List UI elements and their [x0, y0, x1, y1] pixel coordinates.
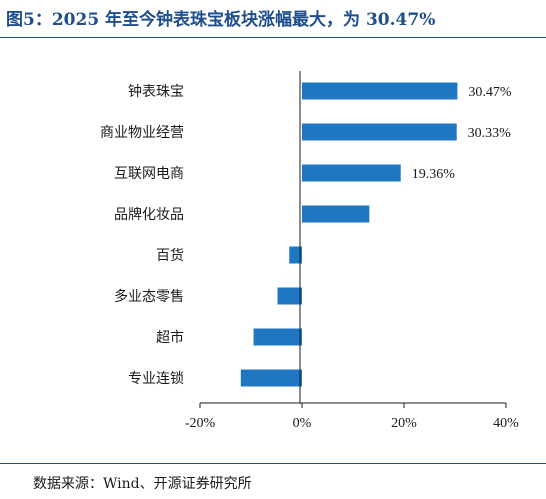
category-label: 百货 [156, 247, 184, 264]
x-tick-label: -20% [185, 416, 216, 431]
category-label: 商业物业经营 [100, 125, 184, 141]
data-label: 30.33% [468, 126, 512, 141]
bar-group [240, 82, 458, 387]
x-tick-label: 20% [391, 416, 417, 431]
bar [302, 164, 401, 182]
x-axis: -20% 0% 20% 40% [185, 71, 519, 431]
category-label: 超市 [156, 329, 184, 346]
title-divider [0, 37, 546, 38]
bar [302, 82, 458, 100]
source-divider [0, 463, 546, 464]
bar [302, 205, 370, 223]
bar [277, 287, 302, 305]
x-tick-label: 0% [293, 416, 312, 431]
category-label: 互联网电商 [114, 166, 184, 182]
figure-title: 图5：2025 年至今钟表珠宝板块涨幅最大，为 30.47% [6, 10, 436, 30]
category-label: 多业态零售 [114, 288, 184, 305]
data-label: 30.47% [468, 85, 512, 100]
source-note: 数据来源：Wind、开源证券研究所 [33, 476, 252, 492]
data-label-group: 30.47% 30.33% 19.36% [412, 85, 512, 182]
category-label: 专业连锁 [128, 371, 184, 387]
bar [240, 369, 302, 387]
bar [253, 328, 302, 346]
data-label: 19.36% [412, 167, 456, 182]
category-label: 品牌化妆品 [114, 206, 184, 223]
bar [302, 123, 457, 141]
x-tick-label: 40% [493, 416, 519, 431]
bar [289, 246, 302, 264]
category-label: 钟表珠宝 [128, 83, 184, 100]
